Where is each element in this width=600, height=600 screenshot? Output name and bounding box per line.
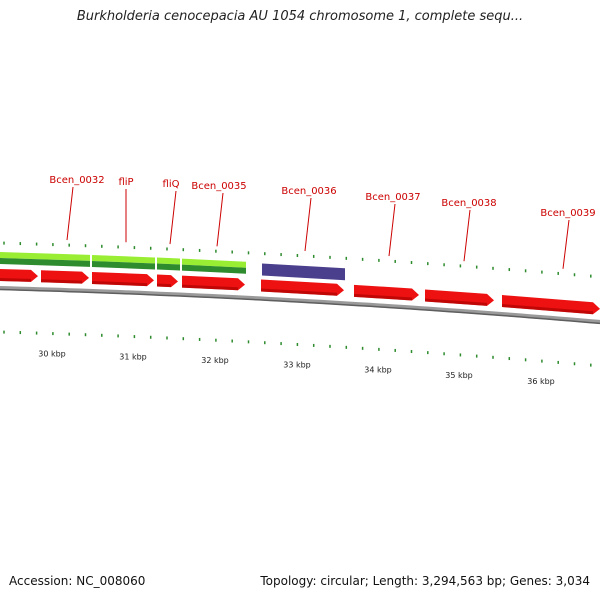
- rna-feature-bottom: [92, 260, 155, 270]
- rna-feature-top: [157, 257, 180, 265]
- cds-arrow-shadow: [261, 288, 337, 296]
- gene-label: fliQ: [163, 179, 180, 190]
- cds-arrow-shadow: [182, 284, 238, 291]
- cds-arrow-shadow: [92, 280, 147, 287]
- cds-arrow-shadow: [0, 278, 31, 282]
- summary-text: Topology: circular; Length: 3,294,563 bp…: [260, 574, 590, 588]
- gene-label: Bcen_0035: [191, 181, 246, 192]
- gene-leader-line: [463, 209, 471, 262]
- cds-arrow-shadow: [425, 298, 487, 306]
- gene-leader-line: [169, 190, 177, 245]
- rna-feature-bottom: [157, 263, 180, 271]
- gene-label: Bcen_0036: [281, 186, 336, 197]
- scale-label: 35 kbp: [445, 371, 473, 380]
- highlighted-feature: [262, 263, 345, 281]
- gene-leader-line: [304, 197, 312, 251]
- scale-label: 31 kbp: [119, 353, 147, 362]
- cds-arrow-shadow: [157, 283, 171, 288]
- gene-leader-line: [66, 186, 74, 241]
- scale-label: 34 kbp: [364, 365, 392, 374]
- rna-feature-top: [182, 258, 246, 268]
- rna-feature-top: [0, 252, 90, 261]
- gene-label: Bcen_0037: [365, 192, 420, 203]
- backbone-layer: [0, 286, 600, 325]
- gene-label: Bcen_0039: [540, 208, 595, 219]
- backbone-arc: [0, 286, 600, 324]
- scale-label: 33 kbp: [283, 360, 311, 369]
- cds-arrow: [502, 295, 600, 315]
- label-layer: 30 kbp 31 kbp 32 kbp 33 kbp 34 kbp 35 kbp 36 k…: [38, 175, 595, 386]
- scale-label: 30 kbp: [38, 350, 66, 359]
- gene-leader-line: [562, 219, 570, 269]
- feature-layer: [0, 252, 600, 315]
- scale-label: 36 kbp: [527, 377, 555, 386]
- gene-leader-line: [388, 203, 396, 257]
- cds-arrow-shadow: [502, 304, 593, 315]
- rna-feature-bottom: [182, 264, 246, 274]
- cds-arrow-shadow: [354, 293, 412, 301]
- gene-leader-line: [216, 192, 224, 247]
- cds-arrow-shadow: [41, 279, 82, 284]
- scale-label: 32 kbp: [201, 356, 229, 365]
- rna-feature-bottom: [0, 258, 90, 267]
- backbone-arc-shadow: [0, 288, 600, 325]
- tick-layer: [3, 241, 592, 367]
- rna-feature-top: [92, 254, 155, 264]
- gene-label: fliP: [118, 177, 133, 188]
- map-title: Burkholderia cenocepacia AU 1054 chromos…: [76, 9, 524, 24]
- gene-label: Bcen_0038: [441, 198, 496, 209]
- gene-label: Bcen_0032: [49, 175, 104, 186]
- accession-text: Accession: NC_008060: [9, 574, 146, 588]
